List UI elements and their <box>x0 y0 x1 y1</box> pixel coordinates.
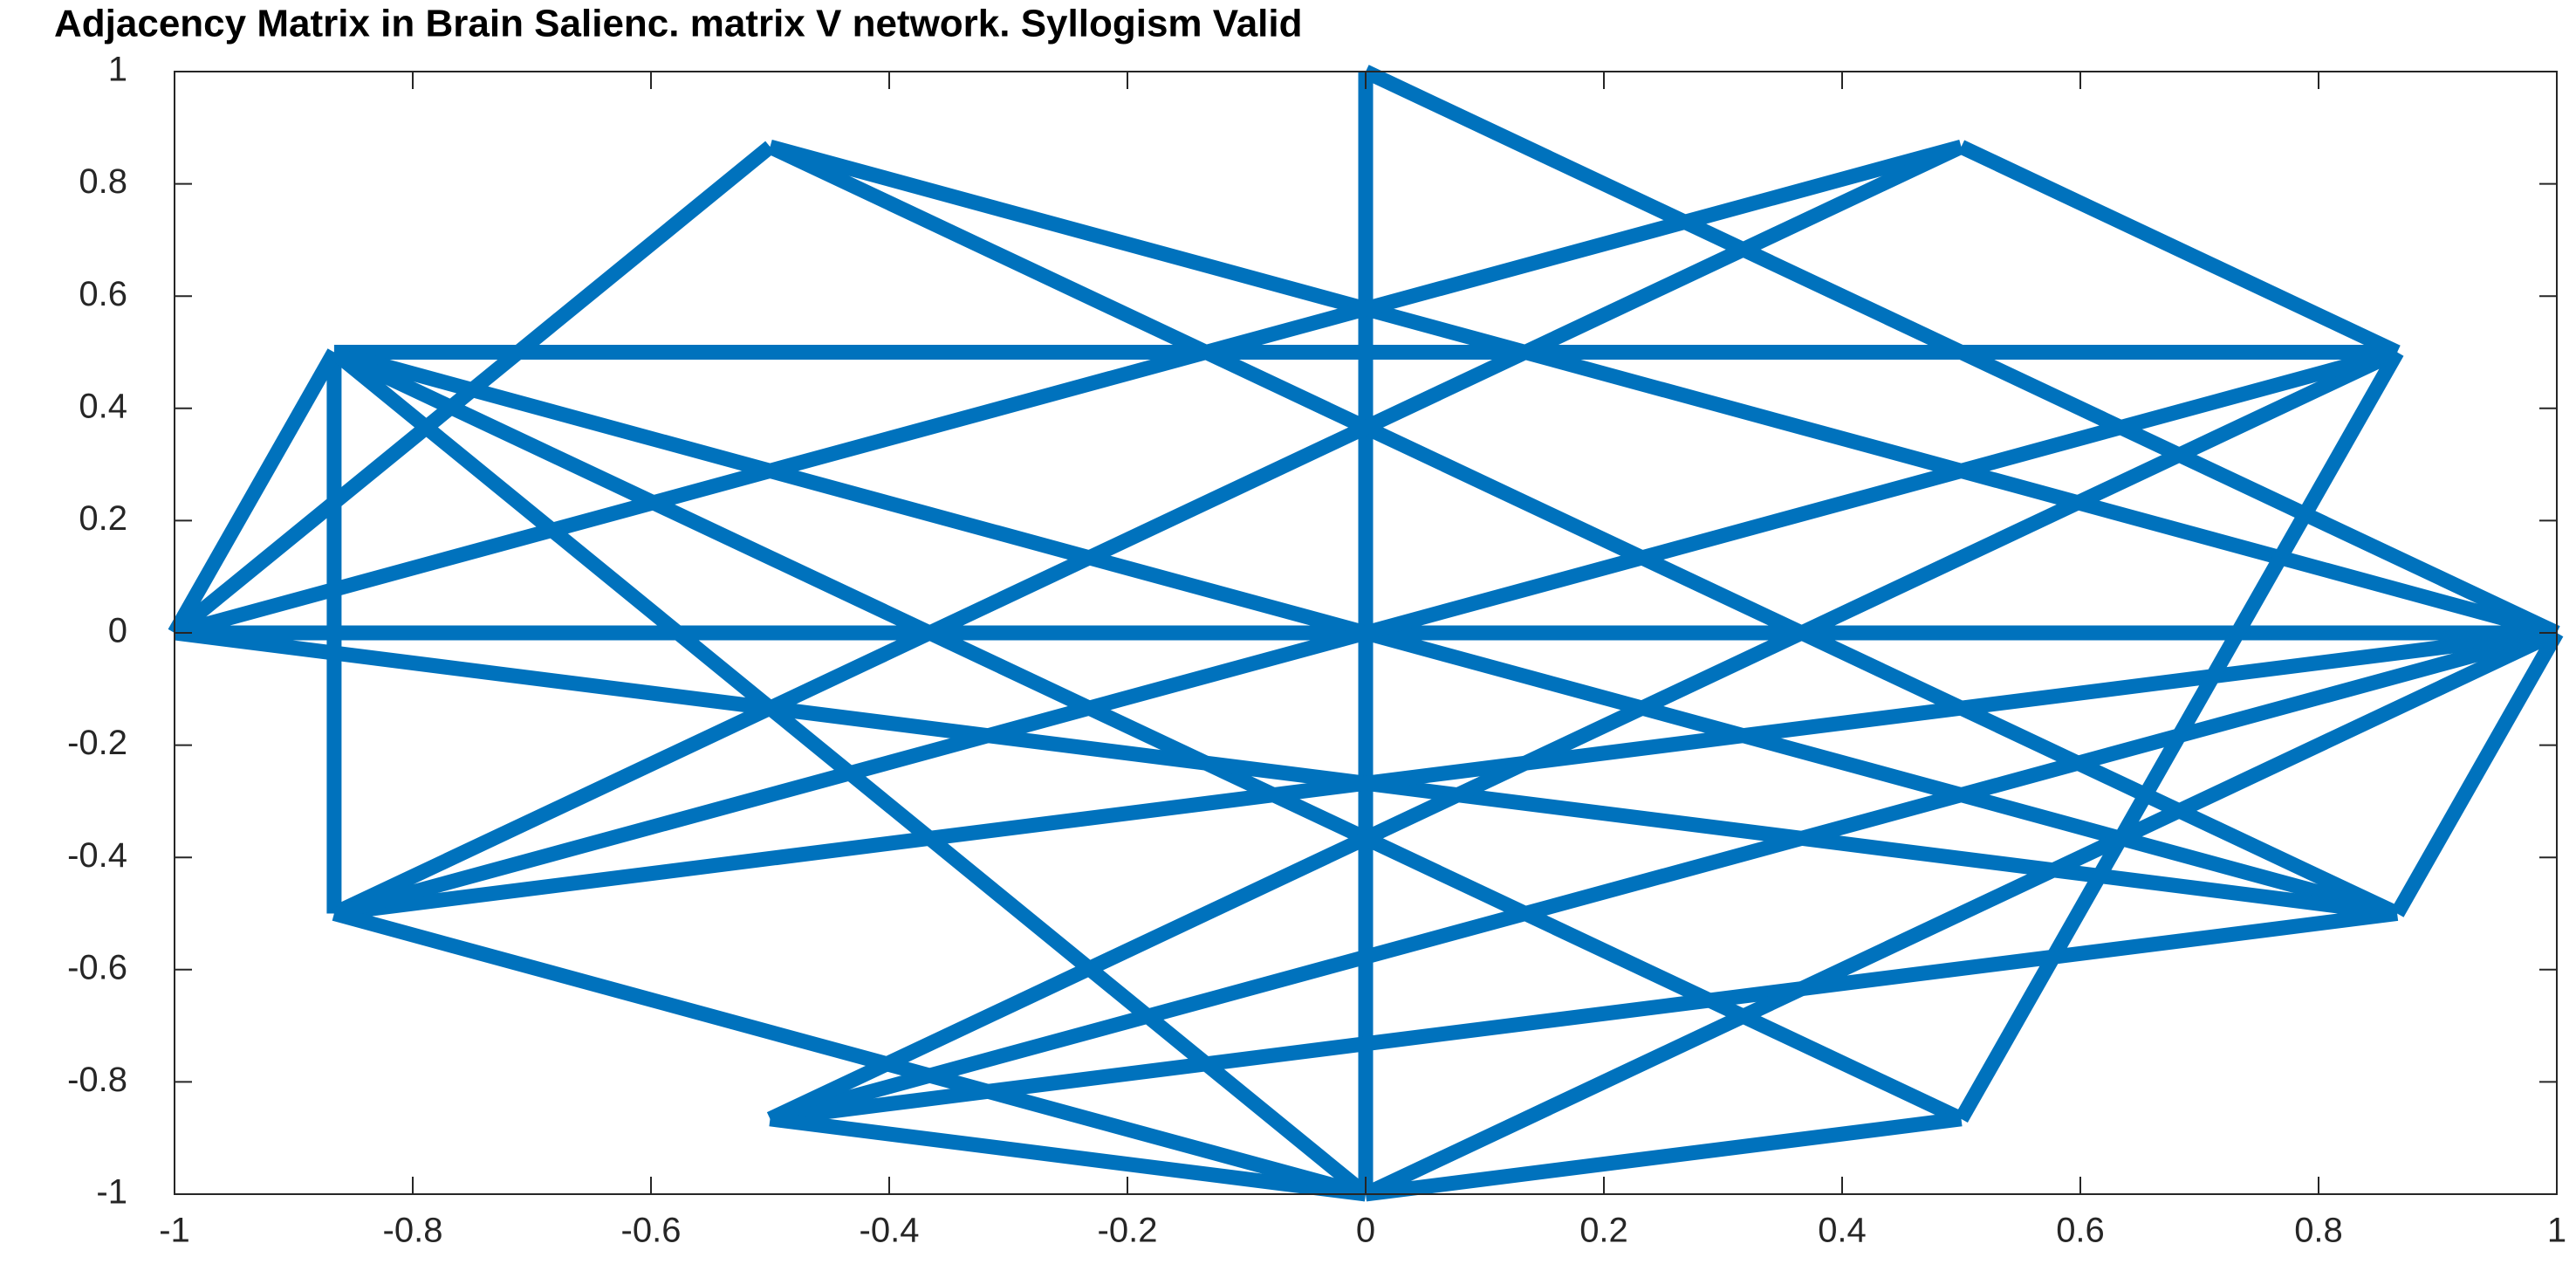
edge <box>766 140 2401 921</box>
edge <box>769 906 2399 1127</box>
x-tick-label: 0.6 <box>2056 1212 2105 1250</box>
edge <box>172 139 1963 641</box>
x-tick-label: -0.2 <box>1098 1212 1158 1250</box>
edge <box>766 345 2401 1126</box>
x-tick-label: -0.4 <box>860 1212 920 1250</box>
y-tick-label: -0.4 <box>67 836 127 875</box>
edge <box>769 1111 1367 1202</box>
x-tick-label: 0.2 <box>1579 1212 1628 1250</box>
edge <box>331 345 1965 1126</box>
y-tick-label: 0.8 <box>79 162 127 201</box>
edge <box>2390 629 2564 917</box>
edge <box>1364 1111 1963 1202</box>
x-tick-label: -0.6 <box>621 1212 682 1250</box>
edge <box>173 625 2399 921</box>
edge <box>332 625 2559 921</box>
edge <box>1362 626 2560 1201</box>
edge <box>331 140 1965 921</box>
x-tick-label: 1 <box>2547 1212 2566 1250</box>
y-tick-label: 0 <box>108 612 127 650</box>
y-tick-label: 0.6 <box>79 275 127 313</box>
chart-title: Adjacency Matrix in Brain Salienc. matri… <box>54 3 1303 45</box>
x-tick-label: 0.8 <box>2294 1212 2343 1250</box>
edge <box>1955 348 2404 1123</box>
y-tick-label: 0.4 <box>79 387 127 425</box>
x-tick-label: 0 <box>1356 1212 1375 1250</box>
y-tick-label: -0.6 <box>67 948 127 986</box>
y-tick-label: 0.2 <box>79 499 127 538</box>
x-tick-label: -1 <box>159 1212 190 1250</box>
y-tick-label: -1 <box>96 1173 127 1212</box>
edge <box>332 345 2400 921</box>
y-tick-label: -0.2 <box>67 724 127 762</box>
x-tick-label: -0.8 <box>383 1212 443 1250</box>
edge <box>1957 140 2401 360</box>
edge <box>332 906 1368 1202</box>
edge <box>768 625 2559 1127</box>
x-tick-label: 0.4 <box>1818 1212 1867 1250</box>
y-tick-label: -0.8 <box>67 1061 127 1099</box>
y-tick-label: 1 <box>108 51 127 89</box>
edge <box>768 139 2559 641</box>
edge <box>168 348 341 637</box>
